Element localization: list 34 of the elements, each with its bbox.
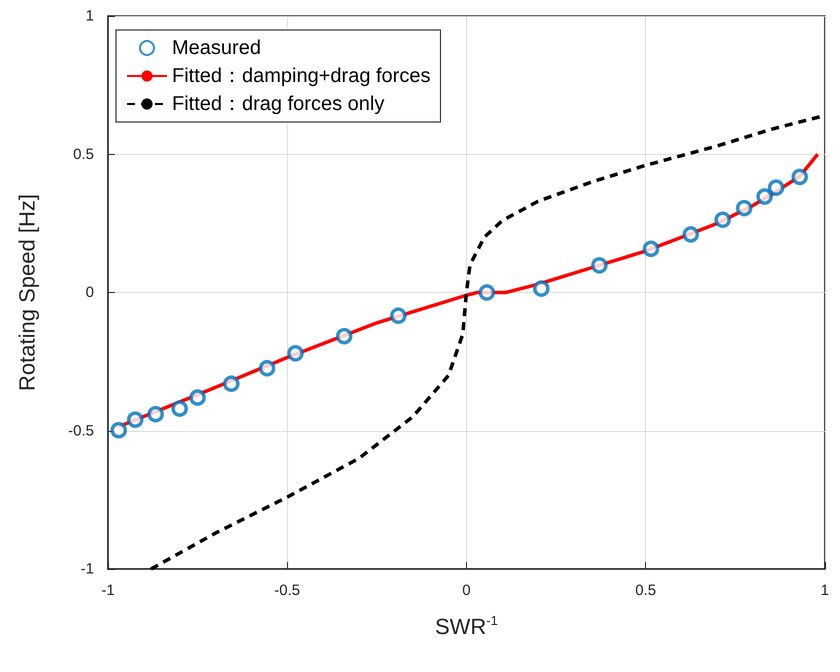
point	[714, 212, 731, 228]
y-axis-title: Rotating Speed [Hz]	[14, 194, 40, 391]
point	[792, 168, 808, 186]
point	[258, 360, 276, 377]
point	[336, 328, 352, 344]
x-tick-label: 0.5	[635, 582, 656, 599]
y-tick-label: 1	[86, 8, 94, 24]
point	[682, 226, 700, 243]
x-tick-label: -0.5	[274, 582, 300, 599]
y-tick-label: -0.5	[68, 422, 94, 440]
y-tick-label: 0	[86, 284, 94, 301]
point	[591, 257, 608, 274]
point	[390, 307, 407, 324]
legend-label: Fitted：drag forces only	[172, 93, 384, 115]
point	[110, 422, 127, 438]
point	[147, 406, 164, 422]
point	[171, 400, 188, 417]
point	[287, 345, 304, 362]
point	[756, 188, 773, 205]
point	[642, 240, 660, 258]
point	[768, 179, 784, 196]
y-tick-label: -1	[80, 560, 94, 578]
point	[736, 200, 752, 216]
x-tick-label: 0	[462, 582, 471, 599]
point	[533, 280, 550, 297]
legend-label: Fitted：damping+drag forces	[172, 65, 430, 87]
y-tick-label: 0.5	[73, 146, 94, 163]
x-tick-label: 1	[820, 582, 829, 599]
point	[478, 284, 496, 301]
legend-label: Measured	[172, 37, 261, 59]
x-tick-label: -1	[101, 582, 115, 599]
point	[189, 389, 206, 406]
point	[127, 411, 144, 428]
point	[223, 376, 240, 392]
